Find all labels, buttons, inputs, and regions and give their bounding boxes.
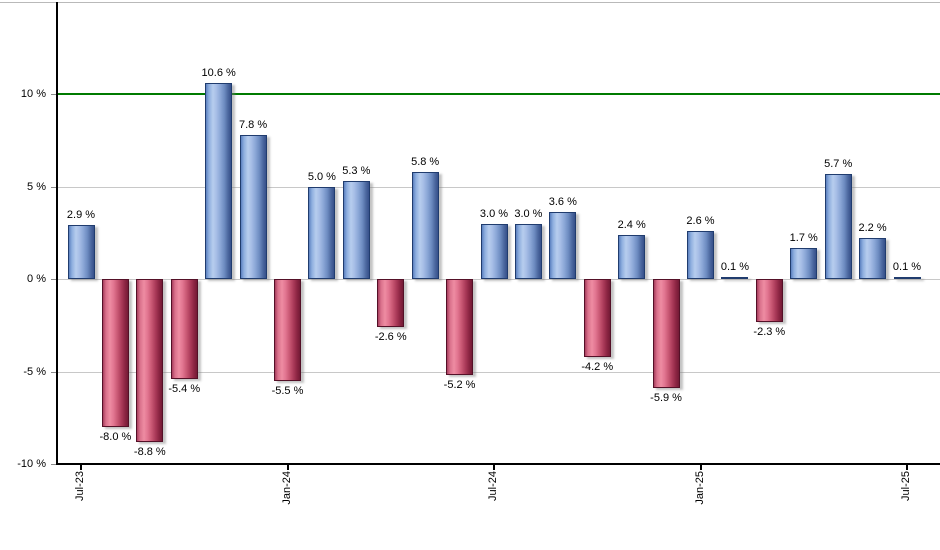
bar xyxy=(618,234,646,279)
bar xyxy=(583,279,611,357)
bar-value-label: 5.8 % xyxy=(411,155,440,168)
y-axis-line xyxy=(56,2,58,465)
bar xyxy=(67,225,95,279)
x-axis-line xyxy=(56,463,940,465)
bar-value-label: -2.3 % xyxy=(753,325,786,338)
bar-value-label: 2.4 % xyxy=(617,218,646,231)
bar-value-label: 2.2 % xyxy=(858,222,887,235)
bar-value-label: -5.2 % xyxy=(443,379,476,392)
bar-value-label: -2.6 % xyxy=(374,331,407,344)
x-tick-label: Jul-24 xyxy=(487,471,499,501)
bar xyxy=(514,223,542,279)
bar xyxy=(824,173,852,279)
y-tick xyxy=(51,372,56,373)
bar xyxy=(652,279,680,389)
bar xyxy=(308,186,336,279)
bar-value-label: -5.9 % xyxy=(650,392,682,405)
y-tick xyxy=(51,464,56,465)
bar xyxy=(136,279,164,442)
bar-value-label: -8.0 % xyxy=(99,431,132,443)
bar-value-label: 3.0 % xyxy=(514,207,543,220)
bar-value-label: 10.6 % xyxy=(201,66,236,79)
bar-value-label: 7.8 % xyxy=(239,118,268,131)
bar xyxy=(101,279,129,427)
x-tick xyxy=(699,463,702,470)
y-tick xyxy=(51,279,56,280)
bar-value-label: -4.2 % xyxy=(581,360,614,373)
bar xyxy=(239,134,267,279)
y-tick-label: 5 % xyxy=(27,181,46,193)
x-tick xyxy=(80,463,82,470)
bar-value-label: 5.3 % xyxy=(342,164,371,177)
x-tick xyxy=(286,463,289,470)
y-tick-label: 0 % xyxy=(27,273,46,285)
bar xyxy=(549,212,577,279)
y-tick-label: -5 % xyxy=(23,366,46,378)
bar xyxy=(377,279,405,328)
y-gridline xyxy=(58,279,940,280)
y-tick-label: 10 % xyxy=(20,88,46,100)
bar xyxy=(446,279,474,376)
x-tick-label: Jan-24 xyxy=(280,471,293,505)
x-tick-label: Jul-25 xyxy=(900,471,912,501)
y-tick xyxy=(51,187,56,188)
bar xyxy=(893,277,921,280)
bar xyxy=(721,277,749,280)
bar-value-label: 0.1 % xyxy=(892,261,922,274)
bar xyxy=(411,171,439,279)
bar-value-label: 3.6 % xyxy=(548,196,577,209)
bar-value-label: -5.5 % xyxy=(271,384,304,397)
bar-value-label: 5.0 % xyxy=(307,170,336,183)
bar-value-label: -8.8 % xyxy=(133,445,166,458)
x-tick-label: Jan-25 xyxy=(693,471,706,505)
bar-value-label: 2.9 % xyxy=(66,209,96,222)
bar-value-label: -5.4 % xyxy=(168,382,201,395)
plot-top-border xyxy=(0,2,940,3)
x-tick xyxy=(906,463,908,470)
y-gridline xyxy=(58,187,940,188)
x-tick xyxy=(493,463,495,470)
y-tick-label: -10 % xyxy=(17,458,46,470)
bar xyxy=(790,247,818,279)
bar xyxy=(687,230,714,279)
y-tick xyxy=(51,94,56,95)
bar xyxy=(205,82,233,279)
bar xyxy=(859,238,887,279)
bar-value-label: 2.6 % xyxy=(686,214,715,227)
bar xyxy=(480,223,508,279)
bar-value-label: 0.1 % xyxy=(720,261,749,274)
target-line xyxy=(58,93,940,95)
bar xyxy=(755,279,783,322)
bar-value-label: 1.7 % xyxy=(789,231,818,244)
x-tick-label: Jul-23 xyxy=(74,471,86,501)
bar xyxy=(274,279,301,381)
bar-value-label: 3.0 % xyxy=(479,207,509,220)
bar xyxy=(342,180,370,279)
bar-value-label: 5.7 % xyxy=(824,157,853,170)
y-gridline xyxy=(58,372,940,373)
bar xyxy=(170,279,198,379)
